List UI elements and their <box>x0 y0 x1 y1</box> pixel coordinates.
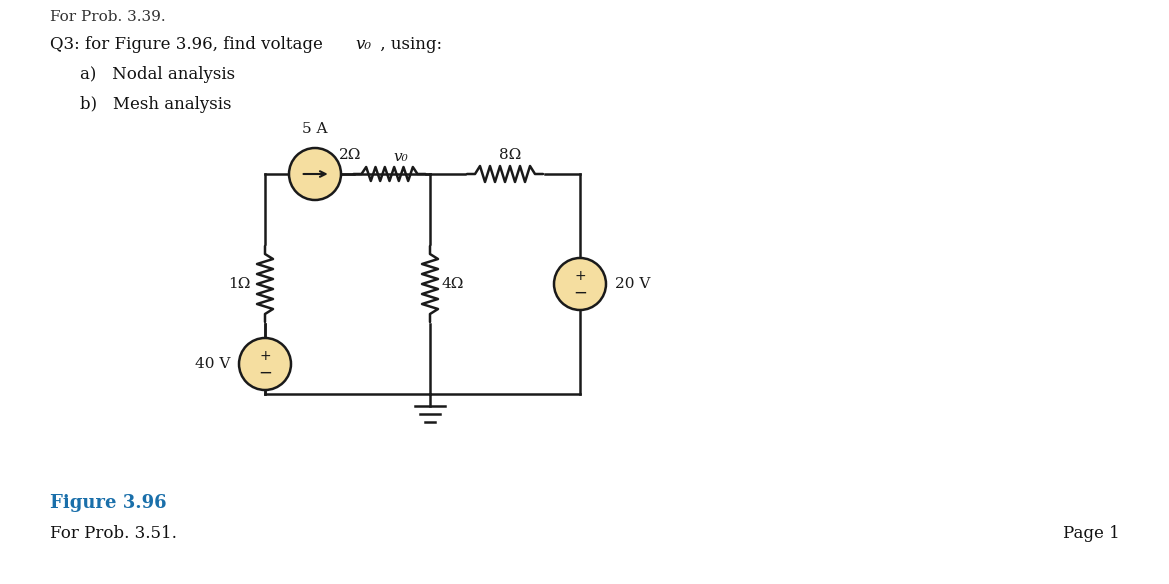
Text: +: + <box>260 349 271 363</box>
Text: 5 A: 5 A <box>303 122 327 136</box>
Text: , using:: , using: <box>375 36 442 53</box>
Text: Q3: for Figure 3.96, find voltage: Q3: for Figure 3.96, find voltage <box>50 36 328 53</box>
Text: 1Ω: 1Ω <box>228 277 250 291</box>
Text: v₀: v₀ <box>393 150 408 164</box>
Text: For Prob. 3.39.: For Prob. 3.39. <box>50 10 166 24</box>
Text: Page 1: Page 1 <box>1064 525 1120 542</box>
Text: Figure 3.96: Figure 3.96 <box>50 494 167 512</box>
Text: a)   Nodal analysis: a) Nodal analysis <box>79 66 235 83</box>
Circle shape <box>289 148 341 200</box>
Text: 20 V: 20 V <box>615 277 650 291</box>
Circle shape <box>554 258 606 310</box>
Text: −: − <box>573 284 587 302</box>
Text: b)   Mesh analysis: b) Mesh analysis <box>79 96 231 113</box>
Text: 4Ω: 4Ω <box>442 277 464 291</box>
Text: v₀: v₀ <box>355 36 371 53</box>
Text: 40 V: 40 V <box>194 357 230 371</box>
Text: −: − <box>258 364 272 382</box>
Text: 2Ω: 2Ω <box>339 148 361 162</box>
Text: For Prob. 3.51.: For Prob. 3.51. <box>50 525 177 542</box>
Text: 8Ω: 8Ω <box>499 148 521 162</box>
Text: +: + <box>574 269 586 283</box>
Circle shape <box>238 338 291 390</box>
